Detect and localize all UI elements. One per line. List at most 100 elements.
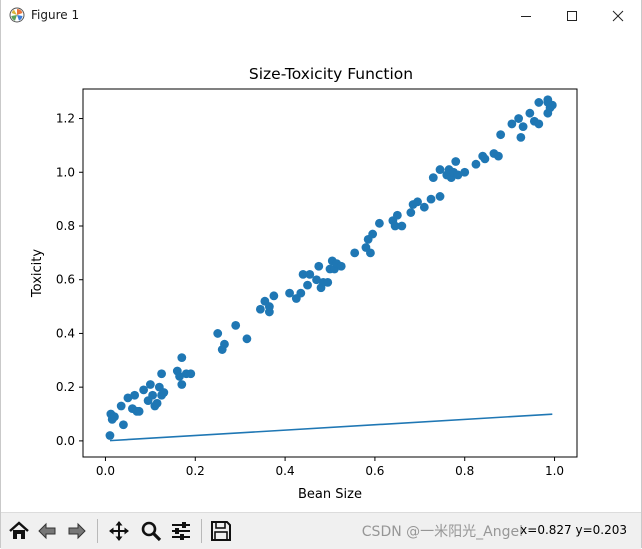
scatter-point — [525, 108, 535, 118]
scatter-point — [494, 151, 503, 161]
home-icon — [9, 521, 29, 539]
scatter-point — [312, 275, 321, 285]
save-button[interactable] — [207, 517, 235, 545]
scatter-point — [177, 380, 187, 389]
scatter-point — [242, 334, 252, 344]
configure-subplots-button[interactable] — [167, 517, 195, 545]
scatter-point — [298, 269, 308, 279]
zoom-icon — [141, 521, 162, 542]
scatter-point — [116, 401, 126, 411]
navigation-toolbar: CSDN @一米阳光_Angel x=0.827 y=0.203 — [1, 512, 641, 549]
pan-button[interactable] — [105, 517, 133, 545]
maximize-icon — [567, 10, 577, 21]
close-button[interactable] — [595, 0, 641, 31]
scatter-point — [392, 210, 402, 220]
scatter-point — [428, 173, 438, 183]
minimize-icon — [521, 15, 531, 17]
scatter-point — [130, 390, 140, 400]
scatter-point — [413, 197, 422, 207]
pan-icon — [109, 521, 129, 541]
scatter-point — [406, 208, 416, 217]
scatter-point — [264, 302, 274, 311]
minimize-button[interactable] — [503, 0, 549, 31]
scatter-point — [119, 420, 128, 430]
scatter-point — [139, 385, 149, 395]
scatter-point — [480, 154, 490, 164]
zoom-button[interactable] — [137, 517, 165, 545]
scatter-point — [514, 114, 524, 123]
x-axis-label: Bean Size — [298, 487, 362, 502]
scatter-point — [159, 388, 169, 397]
scatter-point — [110, 412, 119, 422]
y-tick-label: 0.0 — [56, 434, 75, 448]
scatter-point — [134, 406, 144, 416]
scatter-point — [390, 221, 400, 231]
line-series — [109, 413, 553, 442]
scatter-point — [336, 261, 346, 271]
scatter-point — [148, 390, 158, 400]
y-axis-label: Toxicity — [30, 249, 45, 298]
scatter-point — [426, 194, 436, 204]
back-button[interactable] — [33, 517, 61, 545]
scatter-point — [157, 369, 166, 379]
data-series — [105, 95, 557, 442]
scatter-point — [460, 167, 470, 177]
window-title: Figure 1 — [31, 8, 80, 22]
scatter-point — [518, 122, 528, 132]
cursor-coordinates: x=0.827 y=0.203 — [520, 523, 627, 537]
y-tick-label: 0.4 — [56, 326, 75, 340]
scatter-point — [534, 119, 544, 129]
chart-title: Size-Toxicity Function — [249, 65, 413, 83]
x-axis: 0.0 0.2 0.4 0.6 0.8 1.0 — [96, 457, 564, 478]
scatter-point — [543, 98, 553, 107]
watermark: CSDN @一米阳光_Angel — [361, 524, 523, 540]
scatter-point — [397, 221, 407, 231]
scatter-point — [451, 157, 461, 166]
toolbar-separator — [201, 519, 202, 543]
y-axis: 0.0 0.2 0.4 0.6 0.8 1.0 1.2 — [56, 112, 83, 448]
scatter-point — [368, 229, 378, 239]
maximize-button[interactable] — [549, 0, 595, 31]
scatter-point — [314, 261, 324, 271]
close-icon — [612, 10, 624, 21]
figure-canvas[interactable]: Size-Toxicity Function 0.0 0.2 0.4 0.6 0.8 1.… — [1, 31, 641, 511]
forward-button[interactable] — [63, 517, 91, 545]
y-tick-label: 1.0 — [56, 165, 75, 179]
scatter-point — [231, 320, 241, 330]
scatter-point — [175, 372, 184, 381]
toolbar-separator — [97, 519, 98, 543]
scatter-point — [285, 288, 294, 298]
scatter-point — [255, 304, 265, 314]
scatter-point — [220, 339, 229, 349]
title-bar[interactable]: Figure 1 — [1, 0, 641, 31]
configure-subplots-icon — [172, 522, 190, 540]
scatter-point — [435, 192, 445, 201]
scatter-point — [366, 248, 375, 258]
scatter-point — [303, 280, 312, 290]
scatter-point — [435, 165, 445, 174]
scatter-point — [213, 329, 223, 338]
scatter-point — [177, 353, 187, 363]
scatter-point — [375, 218, 384, 228]
x-tick-label: 1.0 — [545, 464, 564, 478]
scatter-point — [323, 278, 333, 287]
scatter-point — [123, 393, 133, 403]
scatter-point — [152, 398, 162, 408]
scatter-point — [186, 369, 196, 379]
matplotlib-logo-icon — [9, 7, 25, 23]
scatter-point — [296, 288, 306, 298]
scatter-point — [305, 269, 315, 279]
save-icon — [211, 521, 231, 541]
x-tick-label: 0.8 — [455, 464, 474, 478]
scatter-point — [350, 248, 360, 258]
x-tick-label: 0.6 — [365, 464, 384, 478]
y-tick-label: 0.2 — [56, 380, 75, 394]
scatter-point — [453, 170, 463, 180]
chart: Size-Toxicity Function 0.0 0.2 0.4 0.6 0.8 1.… — [30, 65, 578, 502]
home-button[interactable] — [5, 517, 33, 545]
scatter-point — [507, 119, 517, 129]
y-tick-label: 0.6 — [56, 273, 75, 287]
x-tick-label: 0.2 — [186, 464, 205, 478]
x-tick-label: 0.4 — [276, 464, 295, 478]
back-icon — [38, 522, 56, 540]
